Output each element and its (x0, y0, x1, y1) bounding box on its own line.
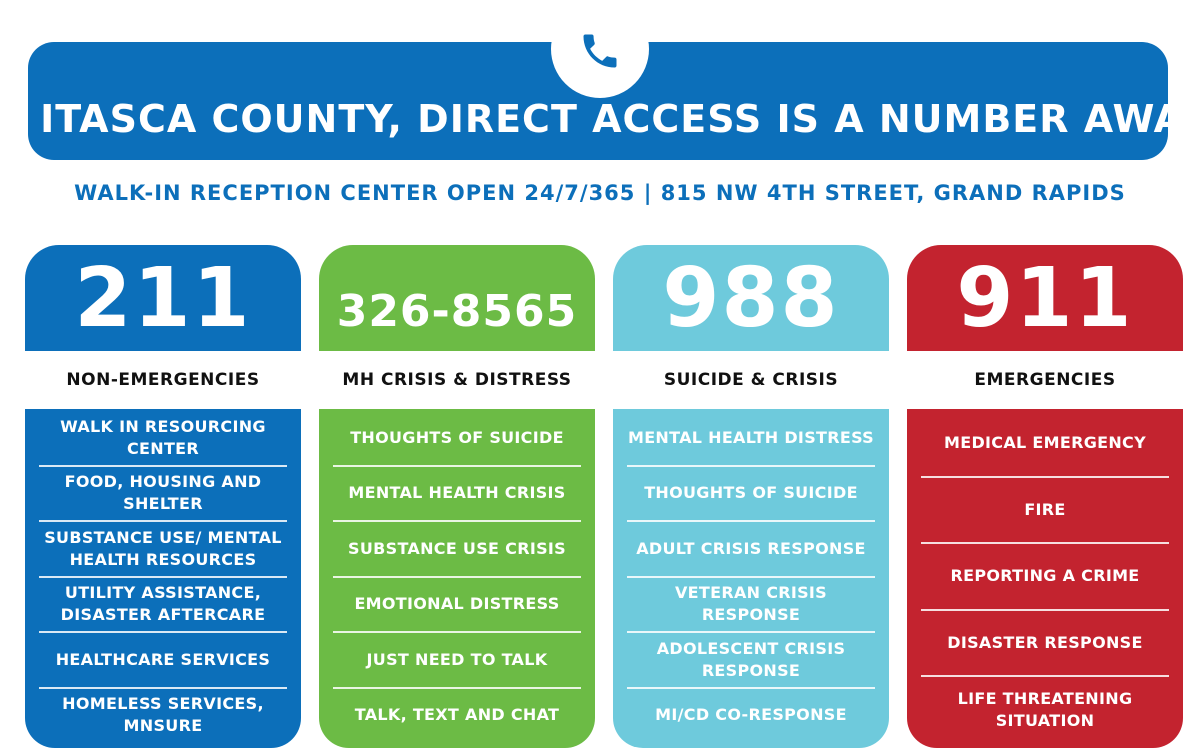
list-item: JUST NEED TO TALK (333, 633, 581, 689)
list-item: DISASTER RESPONSE (921, 611, 1169, 678)
service-list: MENTAL HEALTH DISTRESS THOUGHTS OF SUICI… (613, 409, 889, 748)
phone-badge (551, 0, 649, 98)
service-list: WALK IN RESOURCING CENTER FOOD, HOUSING … (25, 409, 301, 748)
card-header: 211 (25, 245, 301, 351)
card-326-8565: 326-8565 MH CRISIS & DISTRESS THOUGHTS O… (319, 245, 595, 748)
list-item: SUBSTANCE USE CRISIS (333, 522, 581, 578)
phone-number: 326-8565 (336, 285, 578, 337)
list-item: MENTAL HEALTH CRISIS (333, 467, 581, 522)
list-item: MEDICAL EMERGENCY (921, 411, 1169, 478)
list-item: EMOTIONAL DISTRESS (333, 578, 581, 633)
card-header: 326-8565 (319, 245, 595, 351)
phone-number: 211 (74, 250, 252, 346)
card-label: SUICIDE & CRISIS (613, 351, 889, 409)
card-label: MH CRISIS & DISTRESS (319, 351, 595, 409)
list-item: MI/CD CO-RESPONSE (655, 705, 847, 725)
list-item: HOMELESS SERVICES, MNSURE (62, 694, 264, 736)
list-item: SUBSTANCE USE/ MENTAL HEALTH RESOURCES (39, 522, 287, 578)
card-211: 211 NON-EMERGENCIES WALK IN RESOURCING C… (25, 245, 301, 748)
card-label: NON-EMERGENCIES (25, 351, 301, 409)
service-list: THOUGHTS OF SUICIDE MENTAL HEALTH CRISIS… (319, 409, 595, 748)
phone-number: 911 (956, 250, 1134, 346)
list-item: FOOD, HOUSING AND SHELTER (39, 467, 287, 522)
list-item: ADOLESCENT CRISIS RESPONSE (627, 633, 875, 689)
list-item: MENTAL HEALTH DISTRESS (627, 411, 875, 467)
list-item: HEALTHCARE SERVICES (39, 633, 287, 689)
list-item: VETERAN CRISIS RESPONSE (627, 578, 875, 633)
list-item: TALK, TEXT AND CHAT (354, 705, 560, 725)
list-item: UTILITY ASSISTANCE, DISASTER AFTERCARE (39, 578, 287, 633)
reception-center-info: WALK-IN RECEPTION CENTER OPEN 24/7/365 |… (74, 181, 1126, 205)
list-item: WALK IN RESOURCING CENTER (39, 411, 287, 467)
list-item: THOUGHTS OF SUICIDE (333, 411, 581, 467)
card-label: EMERGENCIES (907, 351, 1183, 409)
card-header: 911 (907, 245, 1183, 351)
card-988: 988 SUICIDE & CRISIS MENTAL HEALTH DISTR… (613, 245, 889, 748)
phone-number: 988 (662, 250, 840, 346)
card-header: 988 (613, 245, 889, 351)
card-911: 911 EMERGENCIES MEDICAL EMERGENCY FIRE R… (907, 245, 1183, 748)
service-list: MEDICAL EMERGENCY FIRE REPORTING A CRIME… (907, 409, 1183, 748)
list-item: REPORTING A CRIME (921, 544, 1169, 611)
phone-icon (583, 34, 617, 68)
list-item: FIRE (921, 478, 1169, 545)
list-item: THOUGHTS OF SUICIDE (627, 467, 875, 522)
list-item: LIFE THREATENING SITUATION (957, 688, 1133, 730)
page-title: IN ITASCA COUNTY, DIRECT ACCESS IS A NUM… (0, 97, 1200, 141)
list-item: ADULT CRISIS RESPONSE (627, 522, 875, 578)
